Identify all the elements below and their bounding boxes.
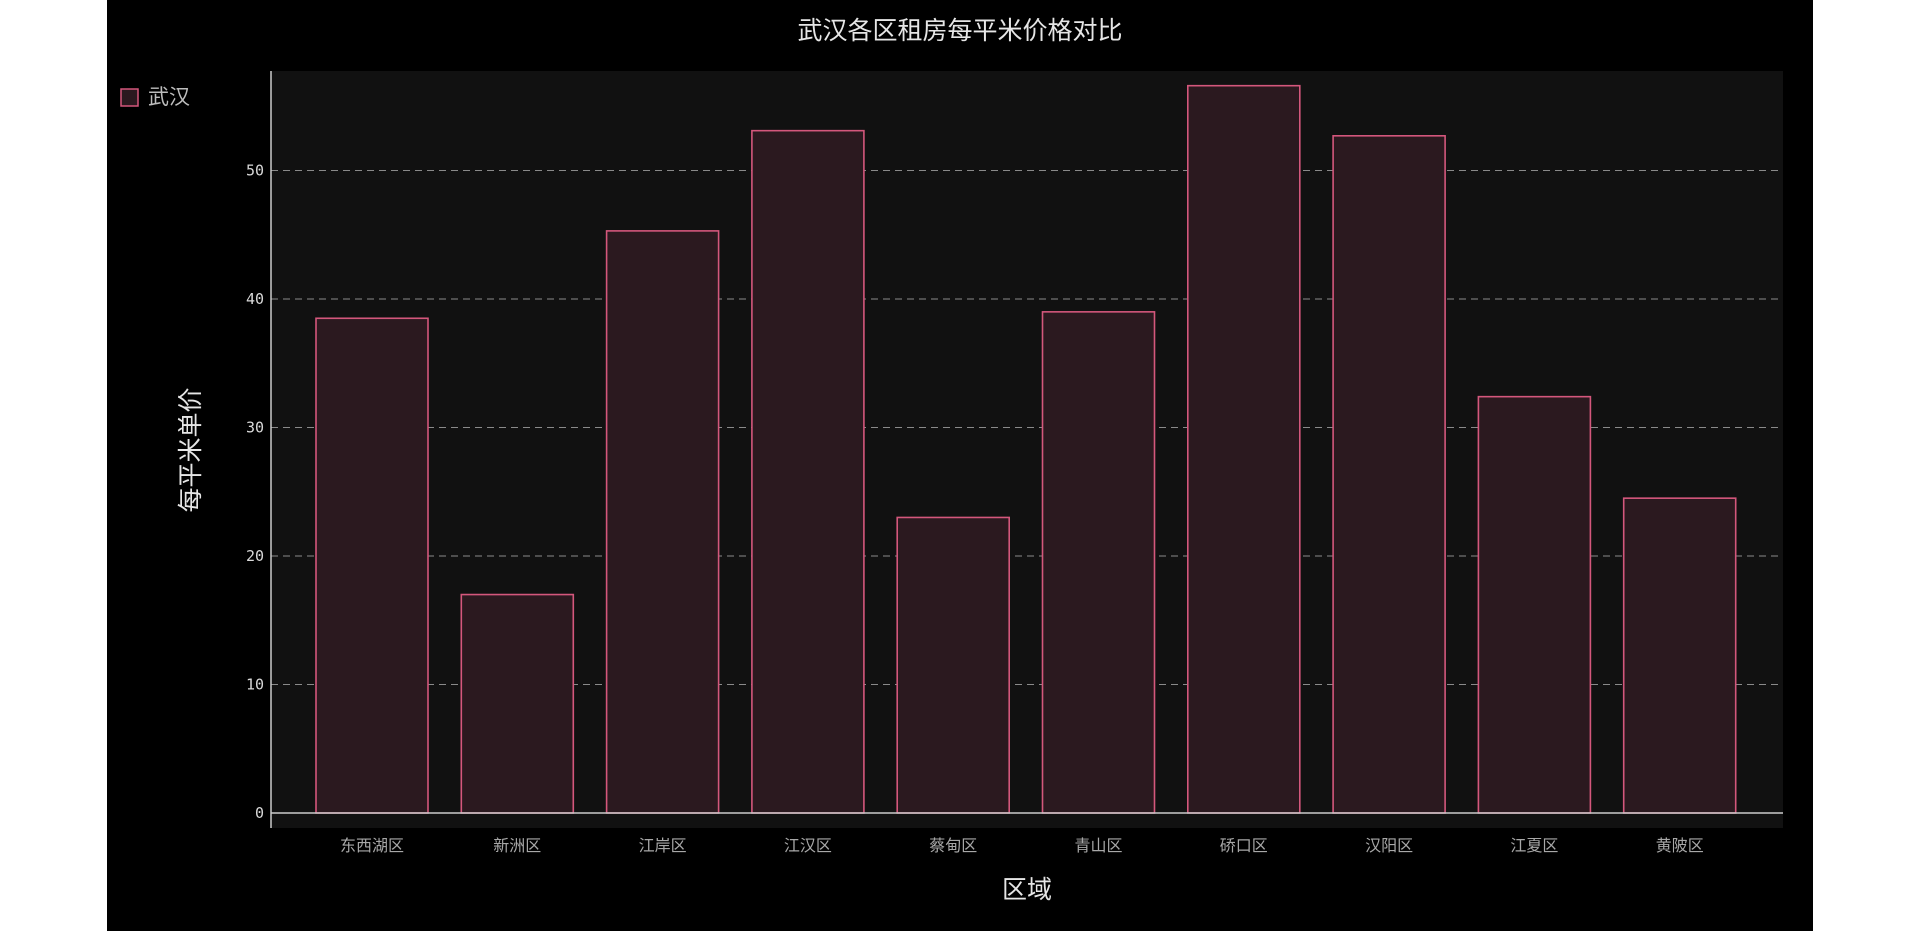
bar-chart: 武汉各区租房每平米价格对比 武汉 0 10 20 30 40 50 东西湖区 新洲区 江岸区 江… <box>120 16 1783 904</box>
legend-label: 武汉 <box>148 85 190 109</box>
x-tick-label: 江夏区 <box>1510 836 1558 855</box>
x-ticks: 东西湖区 新洲区 江岸区 江汉区 蔡甸区 青山区 硚口区 汉阳区 江夏区 黄陂区 <box>340 836 1704 855</box>
bar <box>1332 135 1446 814</box>
y-ticks: 0 10 20 30 40 50 <box>246 162 264 823</box>
y-tick-label: 20 <box>246 547 264 565</box>
bar <box>605 230 720 814</box>
x-tick-label: 江岸区 <box>639 836 687 855</box>
y-tick-label: 10 <box>246 676 264 694</box>
x-tick-label: 江汉区 <box>784 836 832 855</box>
legend: 武汉 <box>120 85 190 109</box>
chart-frame: 武汉各区租房每平米价格对比 武汉 0 10 20 30 40 50 东西湖区 新洲区 江岸区 江… <box>107 0 1813 931</box>
x-tick-label: 黄陂区 <box>1656 836 1704 855</box>
x-tick-label: 汉阳区 <box>1365 836 1413 855</box>
x-axis-title: 区域 <box>1002 875 1052 904</box>
y-axis-title: 每平米单价 <box>176 387 205 512</box>
bar <box>896 516 1011 814</box>
y-tick-label: 30 <box>246 419 264 437</box>
x-tick-label: 硚口区 <box>1220 836 1268 855</box>
y-tick-label: 50 <box>246 162 264 180</box>
bar <box>315 317 429 814</box>
bar <box>751 129 865 814</box>
x-tick-label: 蔡甸区 <box>929 836 977 855</box>
y-tick-label: 0 <box>255 804 264 822</box>
bar <box>1477 395 1592 814</box>
x-tick-label: 东西湖区 <box>340 836 404 855</box>
x-tick-label: 新洲区 <box>493 836 541 855</box>
bar <box>1187 84 1301 814</box>
bar <box>1041 311 1156 814</box>
bars <box>315 84 1737 814</box>
chart-title: 武汉各区租房每平米价格对比 <box>797 16 1122 45</box>
legend-swatch <box>120 88 139 107</box>
x-tick-label: 青山区 <box>1074 836 1122 855</box>
y-tick-label: 40 <box>246 290 264 308</box>
bar <box>460 593 575 814</box>
bar <box>1622 497 1737 814</box>
